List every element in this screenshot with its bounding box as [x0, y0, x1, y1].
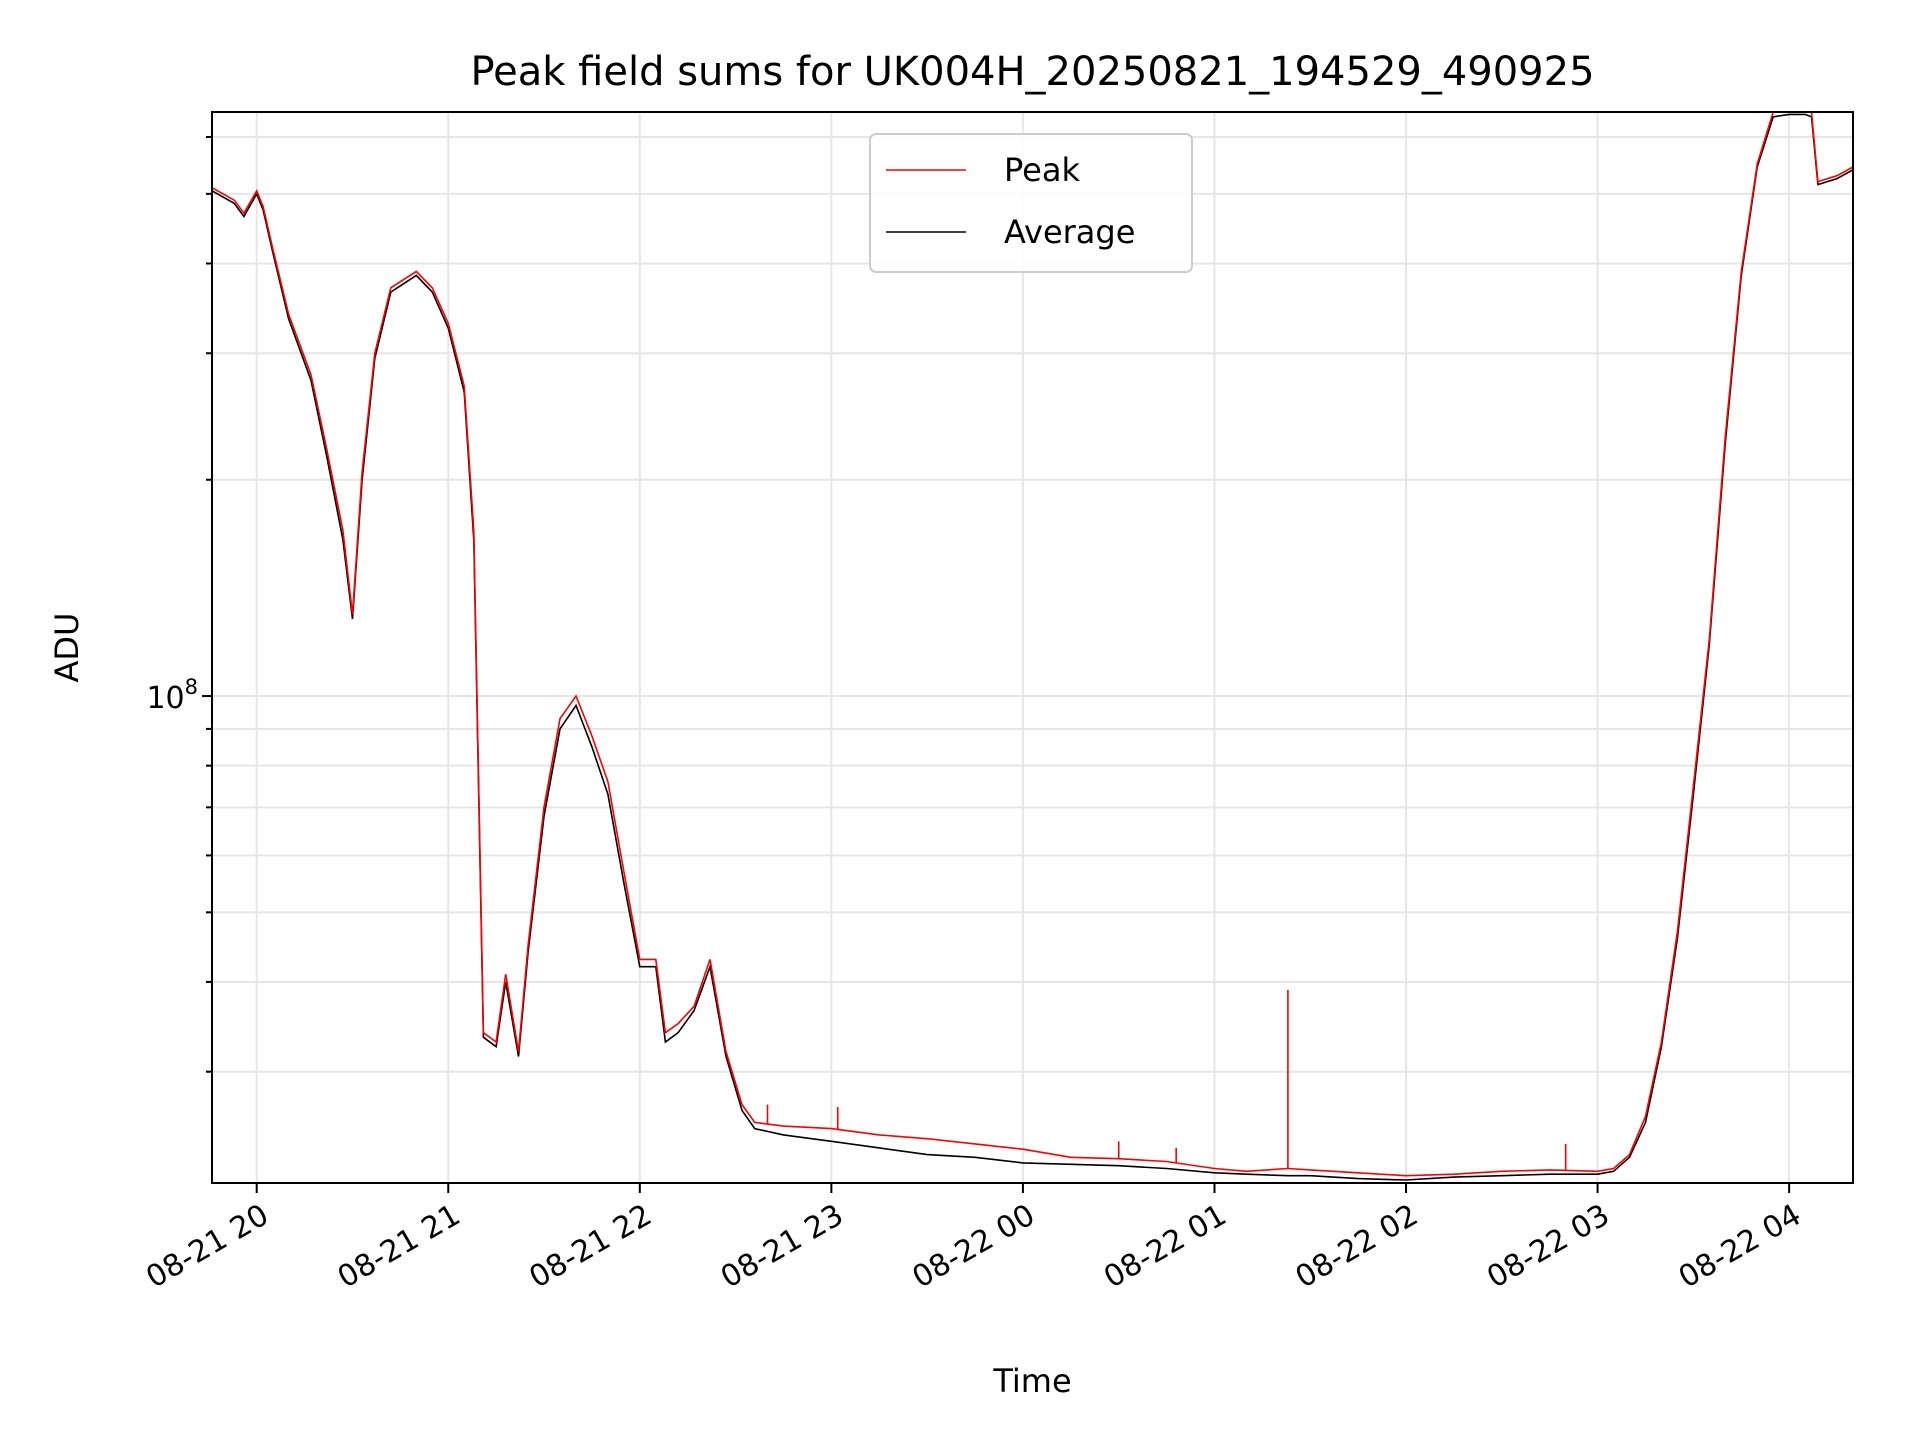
x-axis-label: Time: [992, 1362, 1071, 1400]
plot-frame: [211, 111, 1854, 1184]
legend: Peak Average: [869, 133, 1193, 273]
y-axis-label: ADU: [48, 613, 86, 683]
peak-spikes: [766, 989, 1567, 1171]
series-line-average: [211, 113, 1854, 1181]
chart-title: Peak field sums for UK004H_20250821_1945…: [470, 49, 1594, 95]
series-line-peak: [211, 111, 1854, 1177]
plot-lines: [211, 111, 1854, 1181]
legend-label-peak: Peak: [1004, 151, 1080, 189]
legend-box: [869, 133, 1193, 273]
legend-label-average: Average: [1004, 213, 1135, 251]
